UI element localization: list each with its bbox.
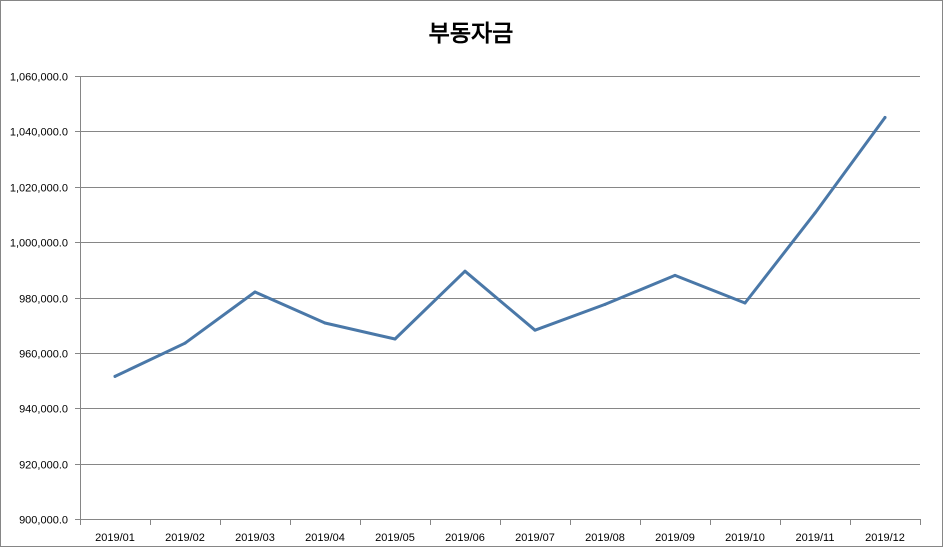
y-tick-label: 1,000,000.0: [10, 238, 68, 250]
series-line: [113, 116, 887, 378]
y-tick-label: 900,000.0: [19, 515, 68, 527]
x-tick-label: 2019/04: [305, 532, 345, 544]
y-tick-label: 920,000.0: [19, 460, 68, 472]
x-tick-label: 2019/12: [865, 532, 905, 544]
x-tick-label: 2019/11: [796, 532, 835, 544]
x-tick-label: 2019/10: [725, 532, 765, 544]
x-tick-label: 2019/08: [585, 532, 625, 544]
data-point: [323, 321, 327, 325]
data-point: [113, 374, 117, 378]
y-tick-label: 1,020,000.0: [10, 183, 68, 195]
data-point: [673, 273, 677, 277]
x-tick-label: 2019/05: [375, 532, 415, 544]
x-tick-label: 2019/02: [165, 532, 205, 544]
chart-title: 부동자금: [429, 21, 514, 47]
x-tick-label: 2019/01: [95, 532, 135, 544]
data-point: [253, 290, 257, 294]
data-point: [463, 269, 467, 273]
series-layer: [113, 116, 887, 378]
y-tick-label: 940,000.0: [19, 404, 68, 416]
y-tick-label: 980,000.0: [19, 294, 68, 306]
data-point: [183, 341, 187, 345]
y-axis-tick-labels: 900,000.0 920,000.0 940,000.0 960,000.0 980,…: [10, 72, 68, 527]
axes: [80, 76, 921, 525]
x-tick-label: 2019/06: [445, 532, 485, 544]
data-point: [393, 337, 397, 341]
data-point: [813, 211, 817, 215]
y-tick-label: 960,000.0: [19, 349, 68, 361]
x-tick-label: 2019/07: [515, 532, 555, 544]
y-tick-label: 1,060,000.0: [10, 72, 68, 84]
x-tick-label: 2019/09: [655, 532, 695, 544]
x-tick-label: 2019/03: [235, 532, 275, 544]
data-point: [603, 302, 607, 306]
data-point: [743, 301, 747, 305]
x-axis-tick-labels: 2019/01 2019/02 2019/03 2019/04 2019/05 2019/…: [95, 532, 905, 544]
data-point: [883, 116, 887, 120]
y-tick-label: 1,040,000.0: [10, 127, 68, 139]
data-point: [533, 328, 537, 332]
